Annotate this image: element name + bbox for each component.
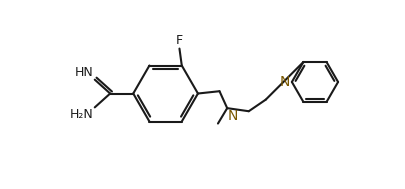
Text: F: F bbox=[176, 34, 183, 47]
Text: H₂N: H₂N bbox=[70, 108, 94, 121]
Text: N: N bbox=[280, 75, 290, 89]
Text: N: N bbox=[228, 109, 238, 123]
Text: HN: HN bbox=[75, 66, 94, 79]
